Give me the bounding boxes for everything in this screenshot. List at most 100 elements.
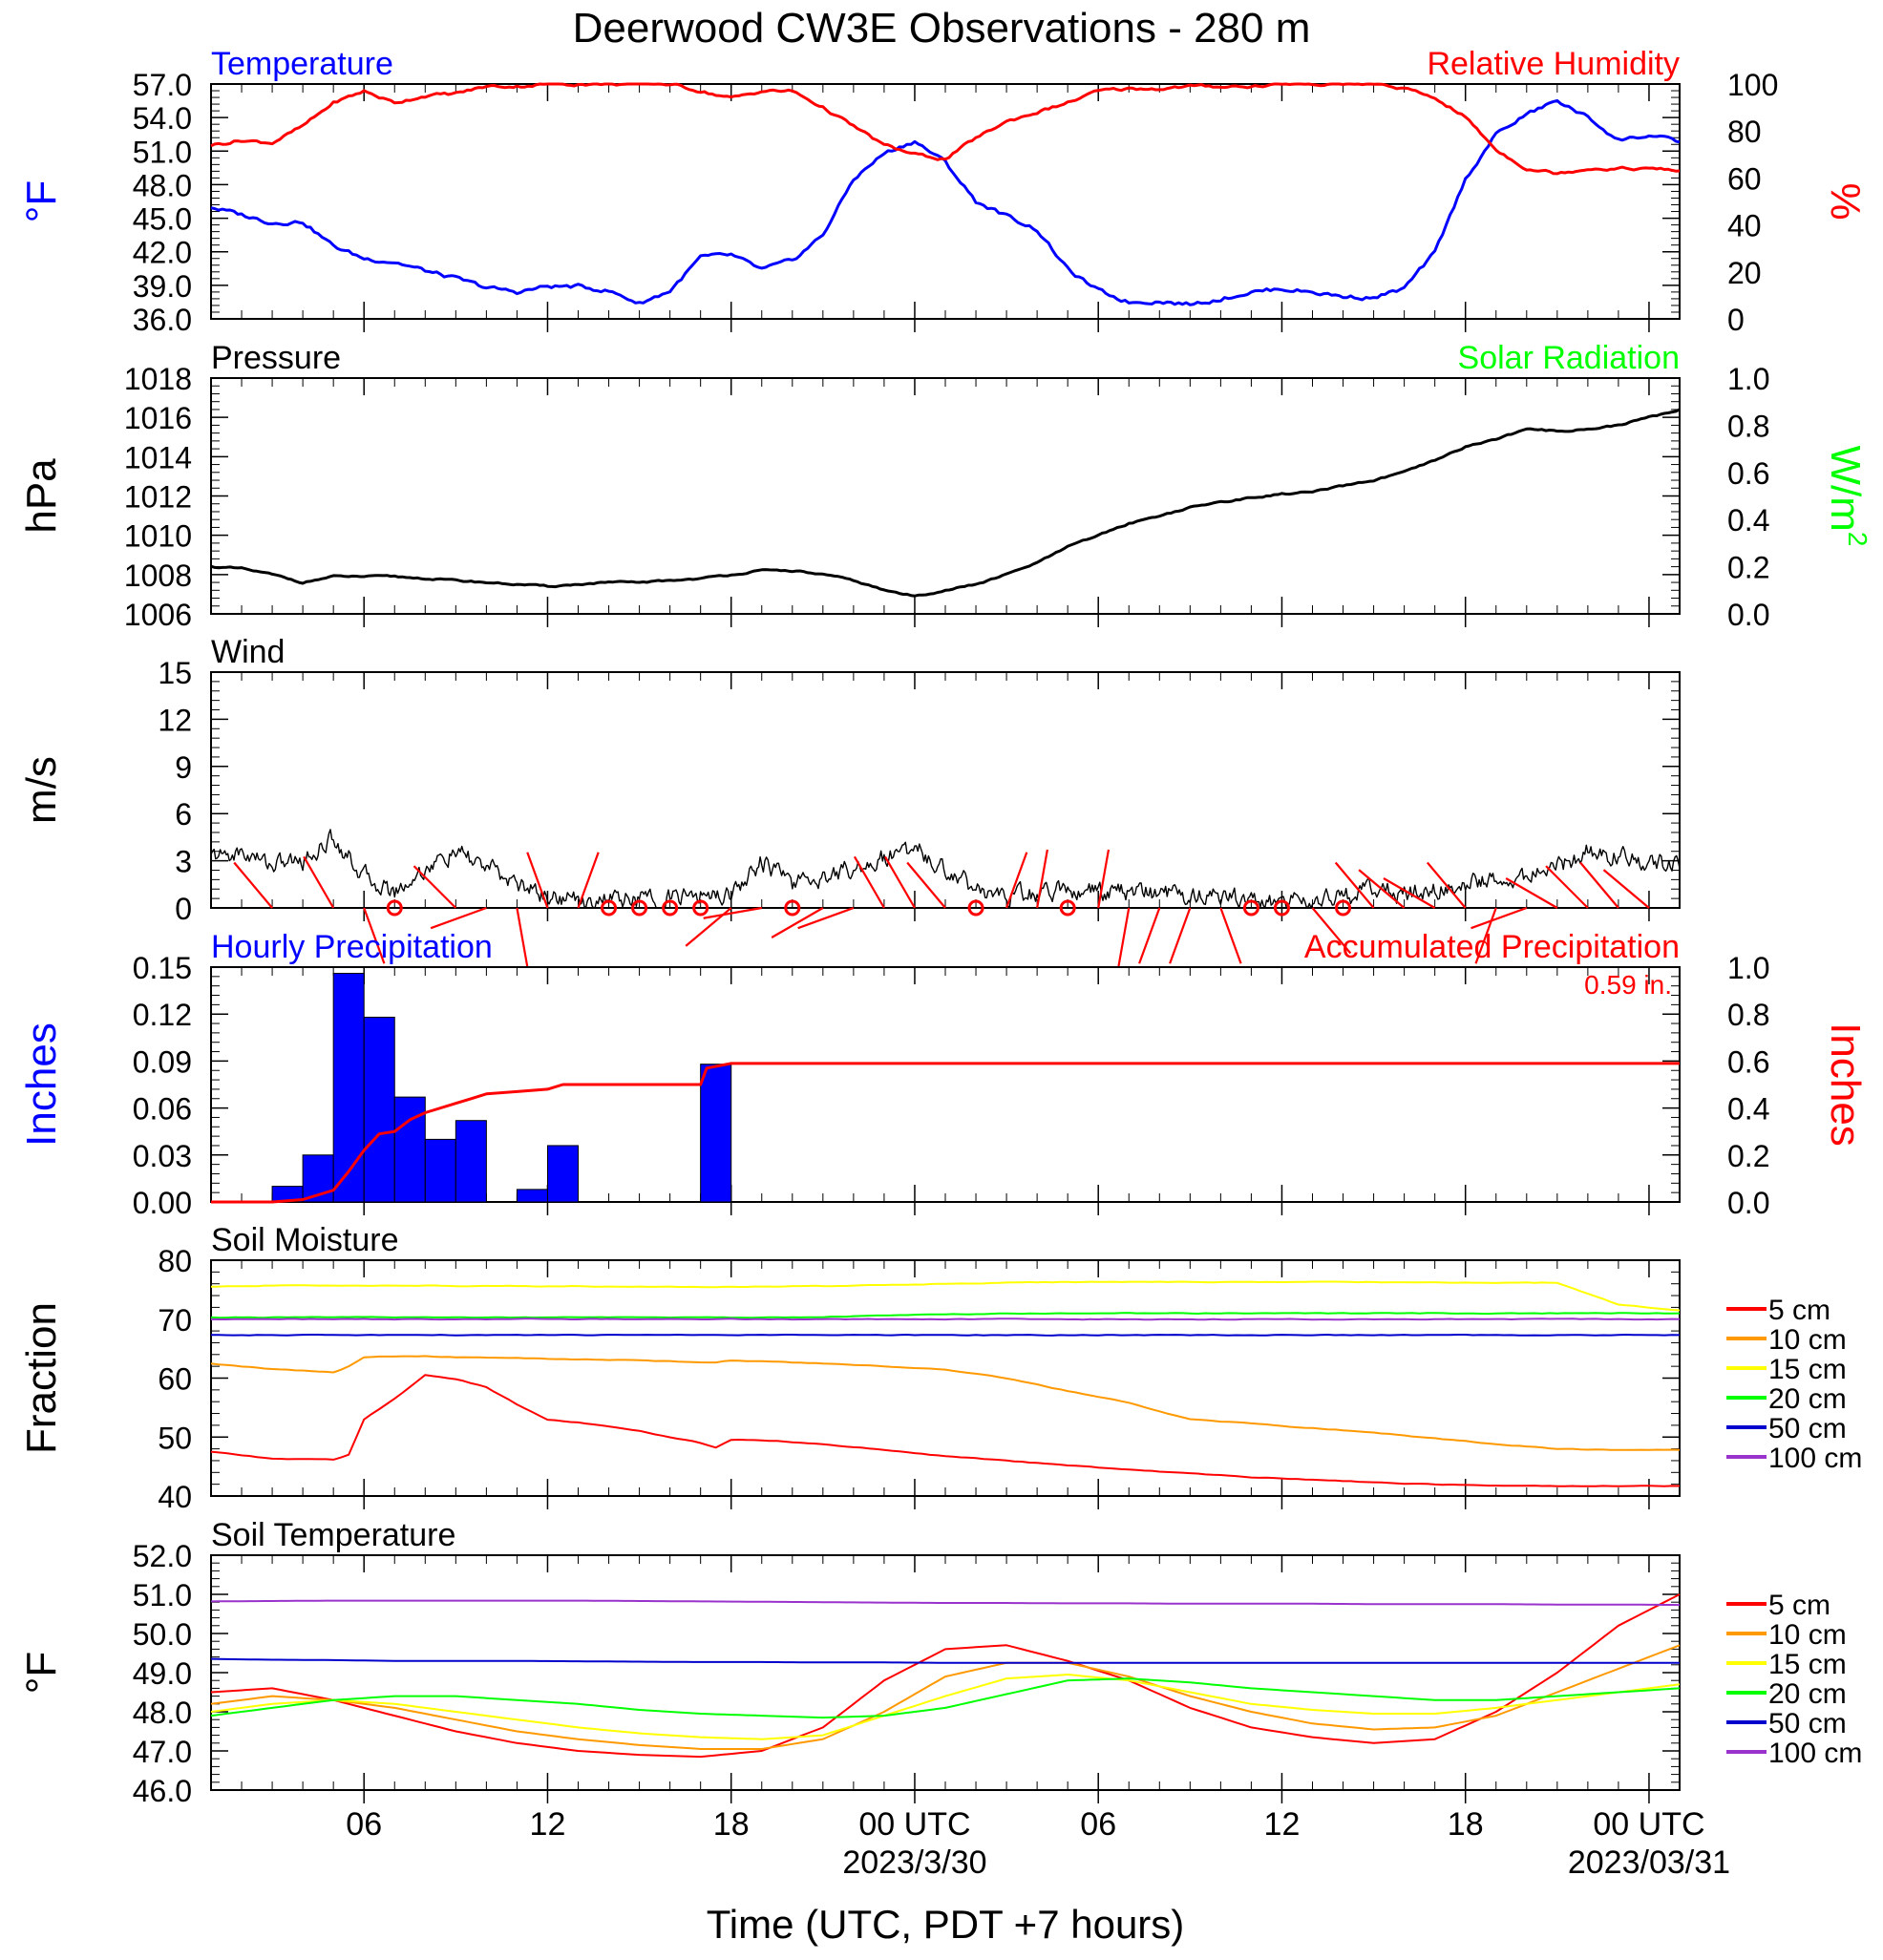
- precip-bar: [546, 1145, 579, 1203]
- y2-tick-label: 0.0: [1727, 598, 1769, 632]
- wind-barb: [1097, 849, 1111, 909]
- y-tick-label: 1006: [124, 598, 192, 632]
- y2-tick-label: 1.0: [1727, 362, 1769, 396]
- precip-bar: [393, 1096, 426, 1203]
- panel-frame-5: 46.0 47.0 48.0 49.0 50.0 51.0 52.0 Soil Tempera…: [18, 1517, 1862, 1808]
- y2-tick-label: 100: [1727, 68, 1778, 102]
- y-tick-label: 0.06: [133, 1092, 192, 1127]
- y-axis-label: °F: [18, 180, 65, 222]
- x-tick-label: 18: [1448, 1806, 1484, 1843]
- wind-barb: [797, 906, 855, 930]
- wind-barb: [906, 861, 946, 909]
- calm-wind-marker: [386, 899, 403, 917]
- wind-barb: [1358, 869, 1406, 909]
- y-tick-label: 1016: [124, 401, 192, 435]
- wind-barb: [853, 855, 885, 909]
- panel-title-left: Hourly Precipitation: [211, 929, 493, 965]
- series-line-15-cm: [210, 1674, 1681, 1740]
- legend-label: 10 cm: [1768, 1619, 1847, 1651]
- wind-barb: [1579, 861, 1619, 909]
- y2-axis-label-text: W/m: [1822, 446, 1869, 532]
- total-precip-label: 0.59 in.: [1584, 970, 1672, 1000]
- wind-barb: [1505, 877, 1558, 909]
- y-axis-label: hPa: [18, 458, 65, 534]
- y2-tick-label: 0.6: [1727, 1044, 1769, 1079]
- y-tick-label: 12: [158, 703, 192, 737]
- series-line-100-cm: [210, 1599, 1681, 1607]
- plot-frame: [210, 83, 1681, 320]
- x-tick-label: 12: [530, 1806, 566, 1843]
- series-line-15-cm: [210, 1280, 1681, 1312]
- wind-barb: [1383, 877, 1436, 909]
- series-line-10-cm: [210, 1644, 1681, 1750]
- wind-barb: [1117, 907, 1131, 967]
- wind-barb: [771, 907, 824, 938]
- y-tick-label: 6: [175, 797, 192, 832]
- plot-frame: [210, 1554, 1681, 1791]
- series-line-10-cm: [210, 1355, 1681, 1451]
- legend-label: 15 cm: [1768, 1649, 1847, 1680]
- y-tick-label: 46.0: [133, 1774, 192, 1808]
- y-axis-label: °F: [18, 1652, 65, 1694]
- panel-title-left: Soil Moisture: [211, 1222, 399, 1258]
- y-tick-label: 1018: [124, 362, 192, 396]
- calm-wind-marker: [967, 899, 984, 917]
- legend-label: 5 cm: [1768, 1590, 1830, 1621]
- y-axis-label: Fraction: [18, 1302, 65, 1454]
- calm-wind-marker: [631, 899, 648, 917]
- y-tick-label: 1010: [124, 519, 192, 554]
- series-line-20-cm: [210, 1312, 1681, 1319]
- y-tick-label: 60: [158, 1362, 192, 1397]
- plot-frame: [210, 671, 1681, 909]
- y2-tick-label: 60: [1727, 161, 1762, 196]
- y2-axis-label-sup: 2: [1843, 532, 1872, 547]
- y-tick-label: 0.03: [133, 1139, 192, 1173]
- y-tick-label: 36.0: [133, 303, 192, 337]
- y2-tick-label: 0.8: [1727, 998, 1769, 1032]
- legend-label: 5 cm: [1768, 1295, 1830, 1326]
- y-tick-label: 1008: [124, 558, 192, 593]
- y-tick-label: 0.15: [133, 951, 192, 985]
- y2-axis-label: Inches: [1822, 1022, 1869, 1147]
- x-tick-label: 12: [1264, 1806, 1301, 1843]
- y-tick-label: 47.0: [133, 1735, 192, 1769]
- x-tick-label: 00 UTC: [858, 1806, 970, 1843]
- y2-axis-label: W/m2: [1822, 446, 1872, 547]
- y-tick-label: 0: [175, 892, 192, 926]
- wind-barb: [884, 855, 916, 909]
- wind-barb: [703, 906, 762, 919]
- y2-tick-label: 80: [1727, 115, 1762, 149]
- panel-title-right: Accumulated Precipitation: [1304, 929, 1680, 965]
- y-axis-label: Inches: [18, 1022, 65, 1147]
- precip-bar: [455, 1120, 487, 1203]
- y-tick-label: 0.12: [133, 998, 192, 1032]
- x-axis-label: Time (UTC, PDT +7 hours): [707, 1902, 1185, 1947]
- legend-label: 50 cm: [1768, 1708, 1847, 1739]
- y-tick-label: 50.0: [133, 1617, 192, 1652]
- series-line-wind-speed: [210, 829, 1681, 909]
- wind-barb: [233, 861, 273, 909]
- series-line-20-cm: [210, 1677, 1681, 1719]
- y-tick-label: 15: [158, 656, 192, 690]
- y-tick-label: 51.0: [133, 135, 192, 169]
- y2-tick-label: 0.0: [1727, 1186, 1769, 1220]
- legend-label: 100 cm: [1768, 1738, 1862, 1769]
- y2-tick-label: 40: [1727, 209, 1762, 243]
- y-tick-label: 3: [175, 845, 192, 879]
- wind-barb: [526, 852, 549, 909]
- precip-bar: [700, 1064, 732, 1203]
- y2-tick-label: 0.4: [1727, 1092, 1769, 1127]
- y-tick-label: 40: [158, 1480, 192, 1514]
- y2-tick-label: 0.6: [1727, 456, 1769, 491]
- panel-title-right: Solar Radiation: [1458, 340, 1680, 376]
- precip-bar: [332, 973, 365, 1203]
- wind-barb: [1169, 907, 1192, 964]
- calm-wind-marker: [1273, 899, 1290, 917]
- wind-barb: [1311, 907, 1352, 955]
- calm-wind-marker: [692, 899, 709, 917]
- y-tick-label: 39.0: [133, 269, 192, 304]
- y-tick-label: 0.09: [133, 1044, 192, 1079]
- y2-tick-label: 0: [1727, 303, 1745, 337]
